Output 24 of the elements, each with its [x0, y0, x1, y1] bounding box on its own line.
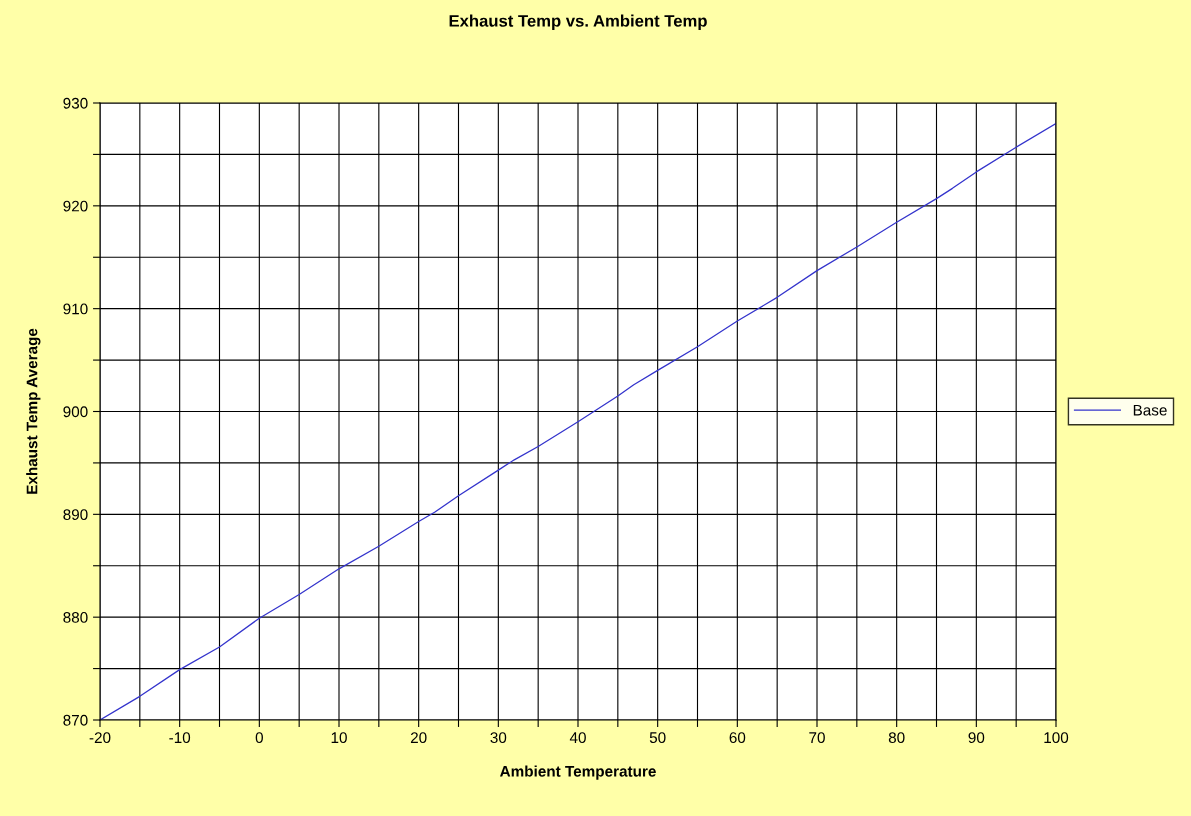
- x-tick-label: 50: [649, 732, 666, 744]
- y-tick-label: 930: [63, 97, 88, 109]
- x-tick-label: 70: [809, 732, 825, 744]
- x-tick-label: 40: [569, 732, 586, 744]
- y-tick-label: 900: [63, 406, 88, 418]
- y-axis-title: Exhaust Temp Average: [26, 328, 41, 494]
- y-tick-label: 870: [63, 714, 88, 726]
- x-tick-label: 30: [490, 732, 507, 744]
- legend-label: Base: [1133, 404, 1167, 416]
- x-tick-label: -20: [89, 732, 111, 744]
- x-tick-label: 90: [968, 732, 985, 744]
- chart-title: Exhaust Temp vs. Ambient Temp: [449, 14, 707, 31]
- x-tick-label: -10: [169, 732, 191, 744]
- x-tick-label: 20: [410, 732, 427, 744]
- y-tick-label: 890: [63, 509, 88, 521]
- y-tick-label: 880: [63, 612, 88, 623]
- x-tick-label: 60: [729, 732, 746, 744]
- x-axis-title: Ambient Temperature: [499, 765, 656, 780]
- y-tick-label: 920: [63, 200, 88, 212]
- x-tick-label: 80: [888, 732, 905, 744]
- x-tick-label: 100: [1044, 732, 1069, 744]
- y-tick-label: 910: [63, 303, 88, 315]
- x-tick-label: 10: [331, 732, 347, 744]
- x-tick-label: 0: [255, 732, 263, 744]
